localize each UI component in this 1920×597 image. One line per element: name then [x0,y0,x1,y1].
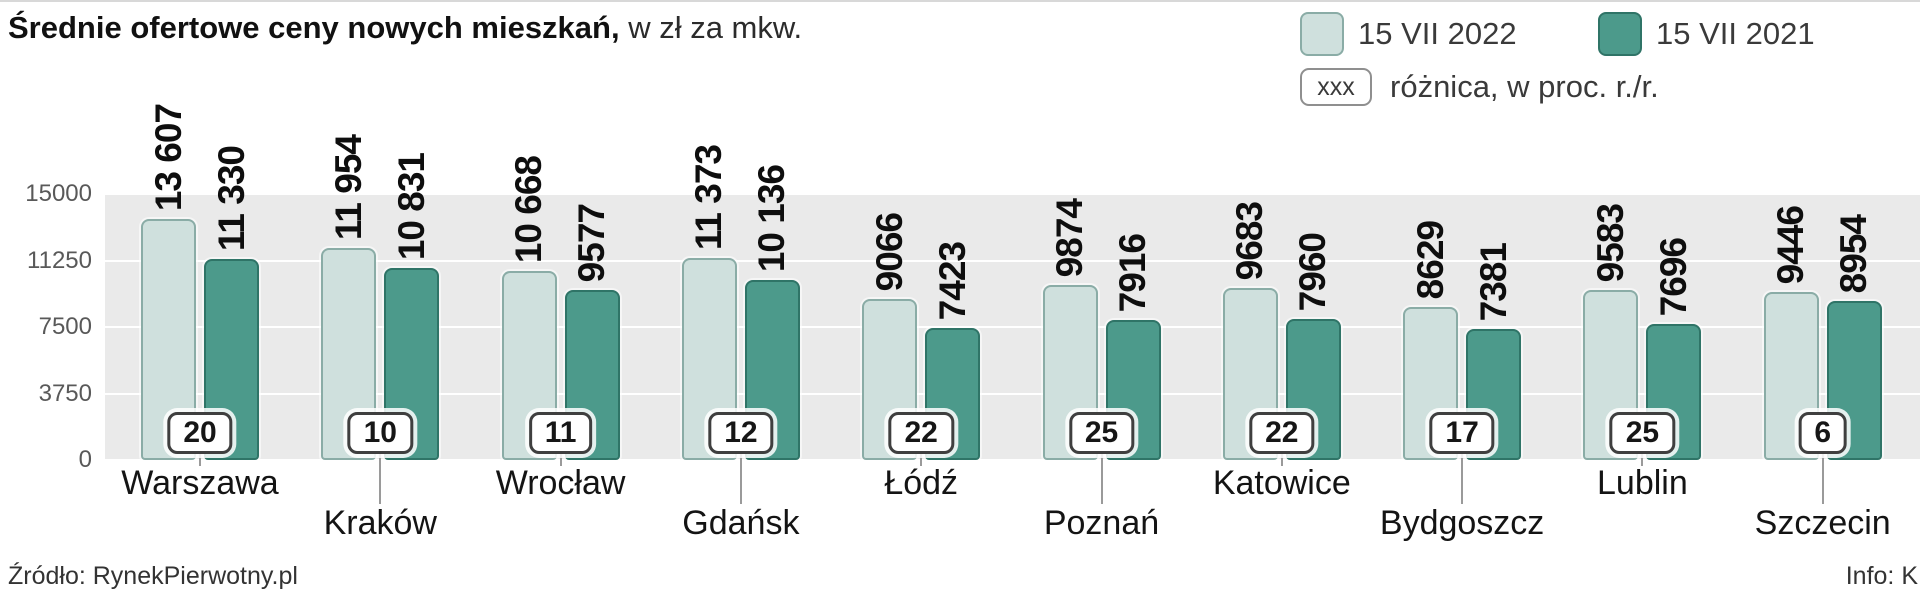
gridline [105,193,1920,195]
bar-value-label: 8954 [1833,214,1875,293]
badge-connector [1821,452,1824,504]
gridline [105,326,1920,328]
bar-value-label: 9577 [571,203,613,282]
legend-label-2021: 15 VII 2021 [1656,16,1815,51]
bar-value-label: 9583 [1589,203,1631,282]
chart-title-unit: w zł za mkw. [619,10,803,45]
bar-value-label: 11 373 [688,144,730,250]
bar-value-label: 11 954 [327,134,369,240]
badge-connector [199,452,201,466]
y-axis-tick-label: 3750 [38,379,92,407]
bar-value-label: 10 668 [508,155,550,263]
bar-value-label: 7916 [1112,233,1153,312]
legend-swatch-2022 [1300,12,1344,56]
bar-value-label: 9874 [1049,198,1090,277]
chart-title-main: Średnie ofertowe ceny nowych mieszkań, [8,10,620,45]
bar-value-label: 10 831 [390,152,432,260]
badge-connector [379,452,382,504]
legend-swatch-2021 [1598,12,1642,56]
y-axis-tick-label: 15000 [25,180,92,207]
badge-connector [1280,452,1283,466]
bar-value-label: 10 136 [751,164,793,272]
diff-badge: 20 [167,412,233,454]
x-axis-label: Warszawa [121,464,279,502]
badge-connector [1100,452,1103,504]
legend-label-2022: 15 VII 2022 [1358,16,1517,51]
x-axis-label: Gdańsk [682,504,800,542]
bar-value-label: 7381 [1472,242,1514,321]
x-axis-label: Bydgoszcz [1379,504,1545,542]
diff-badge: 25 [1609,412,1676,454]
diff-badge: 10 [347,412,413,454]
bar-value-label: 9066 [868,212,910,291]
legend-diff-box: xxx [1300,68,1372,106]
bar-value-label: 7960 [1292,232,1334,311]
badge-connector [739,452,742,504]
badge-connector [920,452,923,466]
y-axis-tick-label: 11250 [27,246,92,274]
diff-badge: 11 [528,412,593,454]
x-axis-label: Kraków [323,504,437,542]
gridline [105,459,1920,461]
x-axis-label: Szczecin [1754,504,1891,542]
bar-value-label: 9446 [1770,205,1812,284]
chart-title: Średnie ofertowe ceny nowych mieszkań, w… [8,10,802,46]
diff-badge: 22 [1249,412,1315,454]
diff-badge: 6 [1798,412,1848,454]
badge-connector [1461,452,1464,504]
diff-badge: 17 [1429,412,1495,454]
legend-diff-label: różnica, w proc. r./r. [1390,69,1659,104]
bar-value-label: 11 330 [210,145,252,251]
diff-badge: 22 [888,412,954,454]
badge-connector [559,452,562,466]
x-axis-label: Lublin [1597,464,1688,502]
diff-badge: 12 [708,412,774,454]
bar-value-label: 8629 [1409,220,1451,299]
bar-value-label: 7696 [1652,237,1694,316]
diff-badge: 25 [1068,412,1135,454]
y-axis-tick-label: 7500 [38,313,92,340]
x-axis-label: Katowice [1212,464,1351,502]
x-axis-label: Wrocław [495,464,626,502]
badge-connector [1641,452,1644,466]
x-axis-label: Łódź [884,464,959,502]
gridline [105,259,1920,262]
gridline [105,392,1920,395]
y-axis-tick-label: 0 [78,446,92,473]
bar-value-label: 9683 [1229,201,1271,280]
x-axis-label: Poznań [1043,504,1160,542]
bar-value-label: 13 607 [147,103,189,211]
source-credit: Źródło: RynekPierwotny.pl [8,562,298,590]
info-credit: Info: K [1845,562,1918,590]
bar-value-label: 7423 [931,241,973,320]
